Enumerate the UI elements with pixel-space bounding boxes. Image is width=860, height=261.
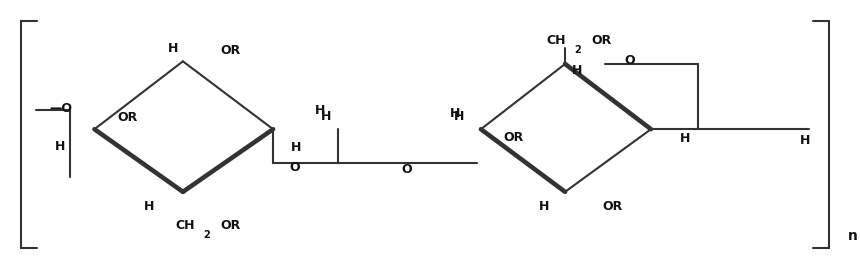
Text: 2: 2 — [204, 230, 211, 240]
Text: H: H — [315, 104, 326, 117]
Text: n: n — [848, 229, 857, 243]
Text: H: H — [800, 134, 810, 147]
Text: CH: CH — [175, 219, 194, 232]
Text: H: H — [680, 132, 691, 145]
Text: OR: OR — [220, 44, 240, 57]
Text: H: H — [538, 200, 549, 213]
Text: OR: OR — [503, 130, 524, 144]
Text: H: H — [572, 64, 582, 77]
Text: 2: 2 — [574, 45, 581, 55]
Text: OR: OR — [602, 200, 623, 213]
Text: H: H — [144, 200, 154, 213]
Text: H: H — [291, 141, 302, 154]
Text: O: O — [402, 163, 413, 176]
Text: O: O — [624, 54, 635, 67]
Text: —O: —O — [50, 102, 73, 115]
Text: H: H — [55, 140, 65, 153]
Text: H: H — [454, 110, 464, 123]
Text: H: H — [321, 110, 331, 123]
Text: CH: CH — [547, 34, 566, 47]
Text: H: H — [450, 107, 460, 120]
Text: H: H — [168, 42, 178, 55]
Text: OR: OR — [591, 34, 611, 47]
Text: OR: OR — [117, 111, 138, 124]
Text: OR: OR — [220, 219, 240, 232]
Text: O: O — [289, 161, 300, 174]
